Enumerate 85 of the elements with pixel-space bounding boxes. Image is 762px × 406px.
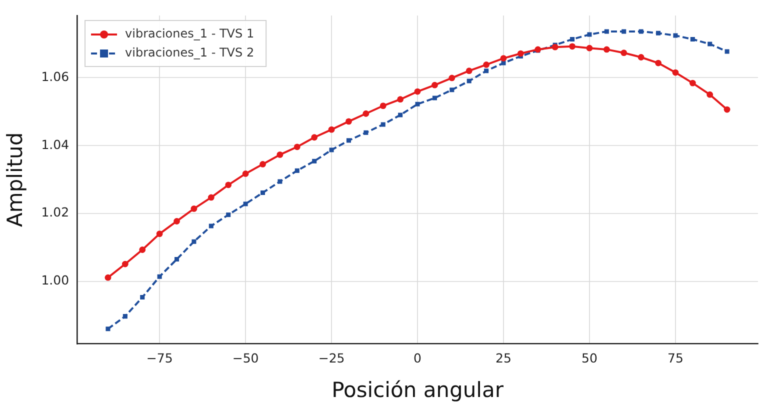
point	[243, 202, 248, 206]
point	[140, 295, 145, 300]
point	[122, 260, 128, 268]
point	[312, 158, 317, 164]
point	[415, 102, 420, 106]
point	[484, 68, 489, 74]
point	[450, 88, 454, 92]
point	[432, 82, 438, 88]
point	[570, 37, 575, 42]
x-tick-label: 25	[496, 350, 512, 366]
y-axis-title: Amplitud	[3, 132, 28, 227]
point	[397, 96, 404, 103]
point	[104, 274, 112, 281]
point	[673, 33, 678, 38]
point	[586, 44, 593, 52]
point	[448, 74, 456, 82]
point	[398, 112, 403, 118]
point	[380, 102, 386, 110]
point	[620, 50, 628, 56]
point	[432, 96, 437, 100]
point	[190, 205, 198, 212]
point	[328, 126, 335, 133]
point	[552, 44, 558, 50]
point	[329, 148, 334, 152]
point	[672, 69, 679, 76]
point	[156, 230, 163, 237]
point	[294, 144, 300, 150]
x-axis-title: Posición angular	[332, 378, 504, 402]
point	[517, 50, 524, 57]
point	[708, 42, 712, 46]
point	[311, 134, 318, 141]
point	[208, 194, 214, 201]
legend-label: vibraciones_1 - TVS 1	[125, 26, 254, 41]
point	[174, 257, 180, 262]
point	[276, 151, 284, 158]
point	[500, 55, 507, 62]
point	[638, 29, 644, 34]
point	[656, 30, 661, 36]
y-tick-label: 1.06	[41, 68, 70, 84]
point	[706, 91, 714, 98]
point	[587, 32, 592, 37]
point	[192, 239, 196, 244]
point	[294, 168, 300, 173]
point	[689, 80, 696, 86]
point	[569, 43, 576, 50]
y-tick-label: 1.04	[41, 136, 70, 152]
point	[466, 68, 472, 74]
point	[157, 274, 162, 279]
legend-label: vibraciones_1 - TVS 2	[125, 46, 254, 60]
point	[242, 170, 249, 177]
point	[483, 62, 490, 68]
x-tick-label: −25	[318, 350, 345, 366]
point	[226, 212, 231, 218]
point	[414, 88, 421, 95]
point	[603, 46, 610, 53]
point	[346, 118, 352, 125]
point	[380, 122, 386, 127]
point	[724, 49, 730, 54]
point	[638, 54, 644, 60]
y-tick-label: 1.02	[41, 204, 70, 220]
point	[724, 106, 730, 113]
point	[604, 29, 609, 34]
point	[501, 60, 506, 66]
point	[278, 179, 282, 184]
x-tick-label: 75	[668, 350, 684, 366]
x-tick-label: −75	[146, 350, 173, 366]
point	[362, 110, 370, 117]
x-tick-label: 0	[414, 350, 422, 366]
point	[174, 218, 180, 224]
point	[122, 314, 128, 319]
point	[622, 29, 626, 34]
point	[260, 190, 266, 195]
x-tick-label: −50	[232, 350, 259, 366]
point	[208, 224, 214, 228]
point	[260, 161, 266, 168]
x-tick-label: 50	[582, 350, 598, 366]
point	[364, 130, 368, 135]
point	[225, 182, 232, 188]
point	[466, 78, 472, 84]
point	[106, 326, 110, 332]
point	[690, 37, 695, 42]
point	[139, 246, 146, 253]
point	[346, 138, 351, 143]
point	[655, 60, 662, 66]
y-tick-label: 1.00	[41, 272, 70, 288]
